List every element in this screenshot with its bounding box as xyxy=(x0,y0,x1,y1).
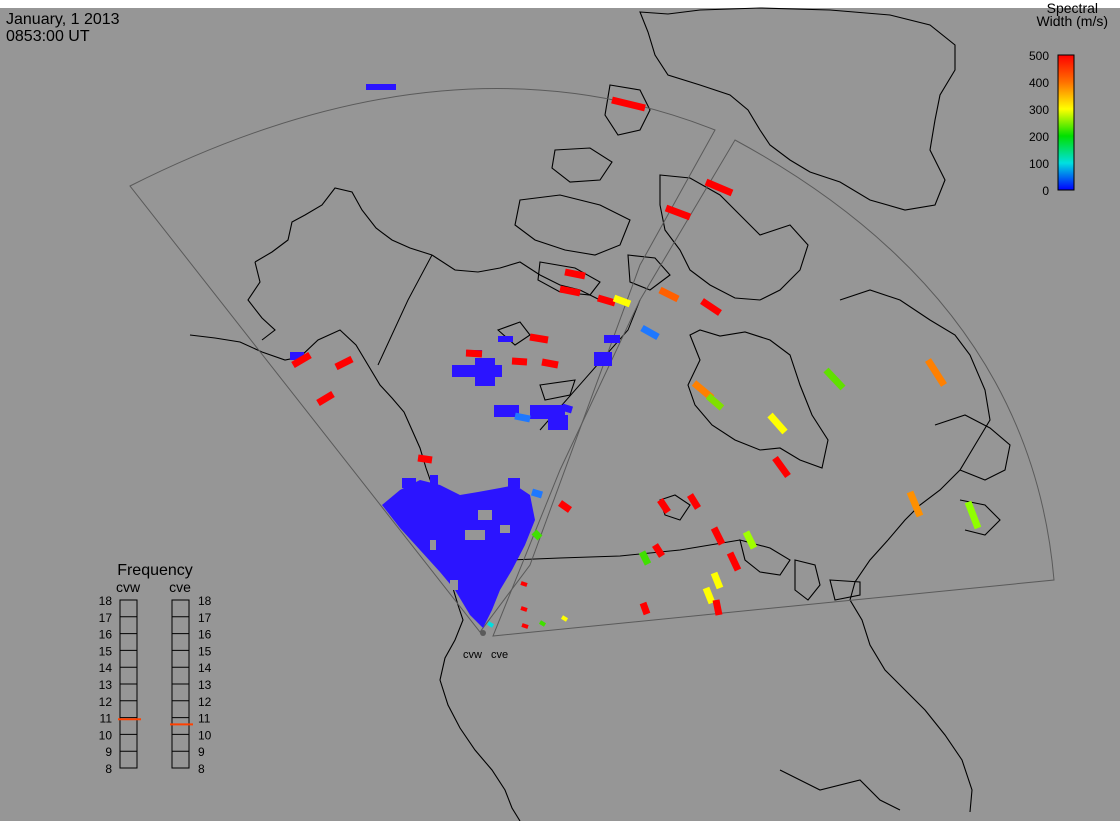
frequency-label-right: 12 xyxy=(198,695,212,709)
colorbar-tick-label: 300 xyxy=(1029,103,1049,117)
frequency-label-left: 12 xyxy=(99,695,113,709)
frequency-label-left: 8 xyxy=(105,762,112,776)
frequency-label-right: 18 xyxy=(198,594,212,608)
frequency-label-left: 13 xyxy=(99,678,113,692)
frequency-label-left: 14 xyxy=(99,661,113,675)
colorbar-tick-label: 0 xyxy=(1042,184,1049,198)
frequency-label-left: 15 xyxy=(99,644,113,658)
colorbar-tick-label: 400 xyxy=(1029,76,1049,90)
frequency-col-west: cvw xyxy=(116,579,141,595)
frequency-panel: Frequency cvw cve 18 18 17 17 16 16 15 15 14 14 13… xyxy=(99,562,212,776)
frequency-label-left: 16 xyxy=(99,628,113,642)
frequency-grid: 18 18 17 17 16 16 15 15 14 14 13 13 12 12 11 11 10 10 9 9 8 8 xyxy=(99,594,212,776)
top-margin xyxy=(0,0,1120,8)
frequency-label-left: 11 xyxy=(100,712,113,726)
near-range-echoes xyxy=(486,581,569,629)
date-label: January, 1 2013 xyxy=(6,11,120,28)
frequency-label-right: 10 xyxy=(198,728,212,742)
colorbar: Spectral Width (m/s) 500 400 300 200 100 0 xyxy=(1029,0,1108,198)
gaps xyxy=(430,510,510,590)
frequency-label-left: 18 xyxy=(99,594,113,608)
colorbar-title-line1: Spectral xyxy=(1047,0,1098,16)
colorbar-ticks: 500 400 300 200 100 0 xyxy=(1029,49,1049,198)
frequency-label-left: 17 xyxy=(99,611,113,625)
frequency-label-right: 17 xyxy=(198,611,212,625)
colorbar-tick-label: 200 xyxy=(1029,130,1049,144)
low-width-backscatter xyxy=(290,84,620,628)
frequency-label-right: 9 xyxy=(198,745,205,759)
colorbar-gradient xyxy=(1057,54,1075,191)
frequency-label-right: 11 xyxy=(198,712,211,726)
colorbar-tick-label: 100 xyxy=(1029,157,1049,171)
colorbar-title-line2: Width (m/s) xyxy=(1036,13,1108,29)
backscatter-echoes xyxy=(291,96,982,616)
radar-label-east: cve xyxy=(491,649,508,661)
cve-fov xyxy=(492,139,1055,637)
radar-site-marker xyxy=(480,630,486,636)
cvw-fov xyxy=(129,88,716,633)
frequency-title: Frequency xyxy=(117,562,193,579)
radar-label-west: cvw xyxy=(463,649,482,661)
frequency-label-right: 15 xyxy=(198,644,212,658)
colorbar-tick-label: 500 xyxy=(1029,49,1049,63)
political-boundaries xyxy=(377,254,741,561)
frequency-label-right: 13 xyxy=(198,678,212,692)
frequency-label-right: 8 xyxy=(198,762,205,776)
frequency-label-right: 14 xyxy=(198,661,212,675)
fov-outlines xyxy=(129,88,1055,637)
frequency-label-left: 10 xyxy=(99,728,113,742)
frequency-label-right: 16 xyxy=(198,628,212,642)
frequency-label-left: 9 xyxy=(105,745,112,759)
time-label: 0853:00 UT xyxy=(6,28,90,45)
frequency-col-east: cve xyxy=(169,579,191,595)
